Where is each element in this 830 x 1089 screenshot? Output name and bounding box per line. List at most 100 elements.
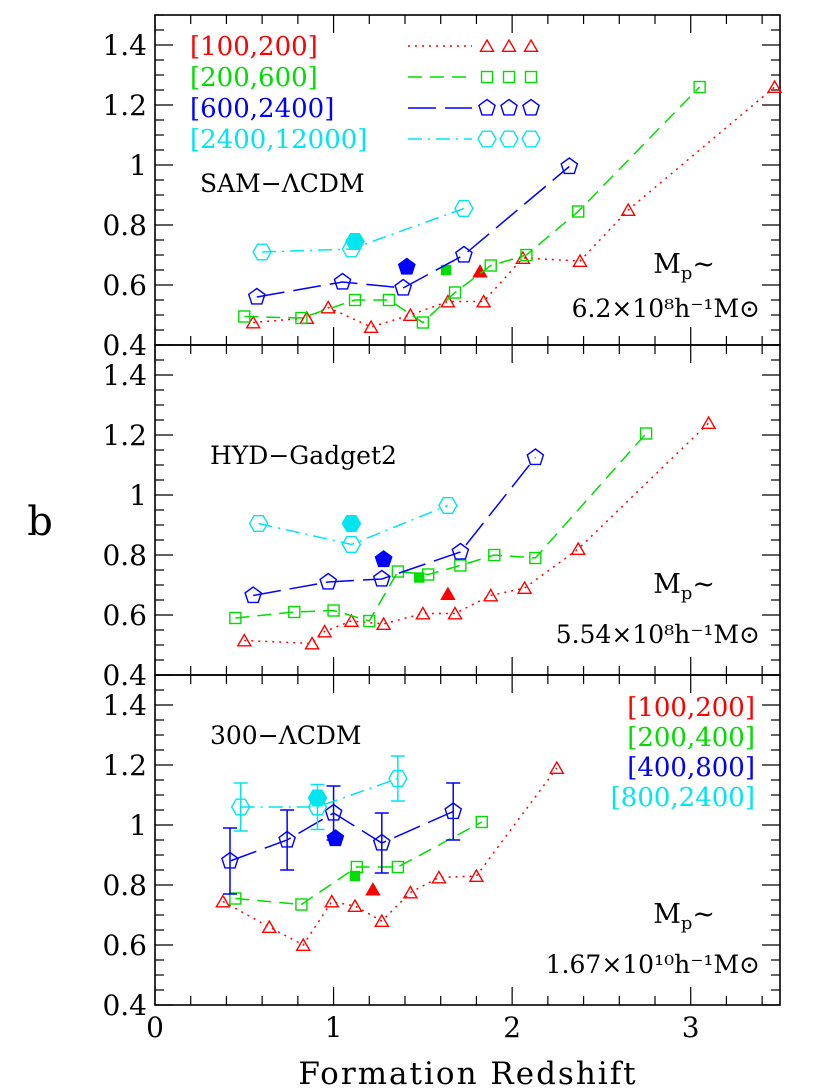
series-triangle bbox=[236, 415, 717, 650]
data-point-square bbox=[295, 311, 308, 325]
data-point-triangle bbox=[468, 868, 485, 882]
filled-point-hexagon bbox=[307, 789, 328, 807]
filled-point-square bbox=[414, 572, 425, 583]
legend-marker-square bbox=[480, 70, 494, 84]
data-point-triangle bbox=[347, 898, 363, 912]
legend-marker-pentagon bbox=[522, 98, 540, 116]
panels: 0.4 0.6 0.8 1 1.2 1.4 SAM−ΛCDM Mp~ 6.2×10⁸h⁻¹M⊙ [… bbox=[102, 14, 783, 1044]
data-point-pentagon bbox=[451, 542, 470, 560]
legend-top: [100,200][200,600][600,2400][2400,12000] bbox=[190, 32, 541, 155]
legend-marker-triangle bbox=[523, 38, 539, 52]
y-tick-label: 0.6 bbox=[102, 929, 147, 962]
legend-marker-hexagon bbox=[499, 130, 519, 148]
legend-entry: [200,600] bbox=[190, 63, 318, 93]
data-point-hexagon bbox=[230, 798, 251, 816]
data-point-triangle bbox=[363, 319, 379, 333]
x-axis-label: Formation Redshift bbox=[298, 1056, 637, 1089]
data-point-triangle bbox=[261, 919, 278, 933]
legend-entry: [100,200] bbox=[190, 32, 318, 62]
data-point-hexagon bbox=[454, 199, 474, 218]
data-point-square bbox=[229, 892, 242, 905]
legend-marker-square bbox=[502, 70, 516, 84]
legend-marker-square bbox=[524, 70, 538, 84]
data-point-square bbox=[520, 248, 533, 262]
filled-point-square bbox=[349, 870, 361, 882]
data-point-square bbox=[382, 293, 396, 307]
data-point-triangle bbox=[324, 894, 340, 908]
mass-label-line1: Mp~ bbox=[653, 899, 715, 934]
legend-marker-hexagon bbox=[521, 130, 541, 148]
data-point-triangle bbox=[431, 870, 447, 884]
panel-label: HYD−Gadget2 bbox=[210, 441, 397, 470]
series-hexagon bbox=[252, 199, 474, 261]
x-tick-label: 0 bbox=[146, 1011, 164, 1044]
legend-entry: [2400,12000] bbox=[190, 125, 367, 155]
data-point-pentagon bbox=[372, 833, 391, 851]
filled-point-hexagon bbox=[341, 515, 362, 532]
y-tick-label: 0.4 bbox=[102, 989, 147, 1022]
y-tick-label: 0.4 bbox=[102, 659, 147, 692]
data-point-triangle bbox=[343, 613, 360, 627]
data-point-hexagon bbox=[341, 536, 362, 553]
series-pentagon bbox=[221, 782, 463, 895]
data-point-triangle bbox=[295, 937, 311, 951]
y-tick-label: 0.6 bbox=[102, 599, 147, 632]
data-point-triangle bbox=[374, 913, 390, 927]
y-tick-label: 1.4 bbox=[102, 689, 147, 722]
data-point-square bbox=[288, 605, 301, 619]
y-tick-label: 1 bbox=[129, 149, 147, 182]
legend-bottom: [100,200][200,400][400,800][800,2400] bbox=[611, 693, 755, 813]
data-point-pentagon bbox=[333, 272, 352, 290]
series-line bbox=[258, 504, 449, 546]
data-point-triangle bbox=[236, 633, 253, 647]
data-point-pentagon bbox=[560, 157, 579, 175]
legend-marker-triangle bbox=[501, 38, 517, 52]
data-point-pentagon bbox=[221, 851, 239, 869]
data-point-square bbox=[693, 80, 706, 94]
y-tick-label: 0.6 bbox=[102, 269, 147, 302]
data-point-triangle bbox=[700, 415, 717, 429]
series-triangle bbox=[215, 760, 565, 951]
filled-point-triangle bbox=[365, 882, 381, 896]
y-tick-label: 1.2 bbox=[102, 419, 147, 452]
data-point-square bbox=[448, 286, 462, 299]
data-point-hexagon bbox=[438, 497, 458, 514]
filled-point-pentagon bbox=[374, 550, 393, 568]
filled-point-hexagon bbox=[345, 232, 365, 251]
mass-label-line2: 6.2×10⁸h⁻¹M⊙ bbox=[572, 294, 760, 323]
x-tick-label: 3 bbox=[682, 1011, 700, 1044]
series-line bbox=[235, 821, 483, 906]
legend-marker-pentagon bbox=[500, 98, 518, 116]
legend-entry: [200,400] bbox=[627, 723, 755, 753]
legend-entry: [400,800] bbox=[627, 753, 755, 783]
y-tick-label: 0.8 bbox=[102, 869, 147, 902]
data-point-pentagon bbox=[454, 245, 473, 263]
x-tick-label: 2 bbox=[503, 1011, 521, 1044]
data-point-pentagon bbox=[394, 278, 413, 296]
series-line bbox=[253, 457, 536, 597]
data-point-square bbox=[488, 548, 501, 562]
series-square bbox=[229, 427, 653, 628]
data-point-triangle bbox=[766, 79, 783, 94]
data-point-square bbox=[529, 551, 542, 565]
data-point-triangle bbox=[415, 606, 431, 620]
filled-point-pentagon bbox=[397, 257, 416, 275]
data-point-triangle bbox=[402, 307, 419, 321]
series-hexagon bbox=[248, 497, 458, 553]
data-point-pentagon bbox=[278, 830, 297, 848]
data-point-triangle bbox=[570, 541, 586, 555]
series-line bbox=[244, 86, 701, 324]
panel-label: 300−ΛCDM bbox=[210, 721, 362, 750]
data-point-pentagon bbox=[247, 287, 266, 305]
data-point-square bbox=[484, 259, 497, 272]
y-axis-label: b bbox=[27, 499, 53, 545]
panel-1: 0.4 0.6 0.8 1 1.2 1.4 SAM−ΛCDM Mp~ 6.2×10⁸h⁻¹M⊙ [… bbox=[102, 14, 783, 362]
data-point-square bbox=[416, 316, 430, 329]
filled-point-triangle bbox=[440, 586, 456, 600]
data-point-square bbox=[639, 427, 653, 440]
series-hexagon bbox=[230, 755, 408, 832]
series-pentagon bbox=[244, 448, 545, 604]
data-point-square bbox=[454, 559, 467, 572]
series-line bbox=[244, 422, 710, 645]
y-tick-label: 1.2 bbox=[102, 749, 147, 782]
